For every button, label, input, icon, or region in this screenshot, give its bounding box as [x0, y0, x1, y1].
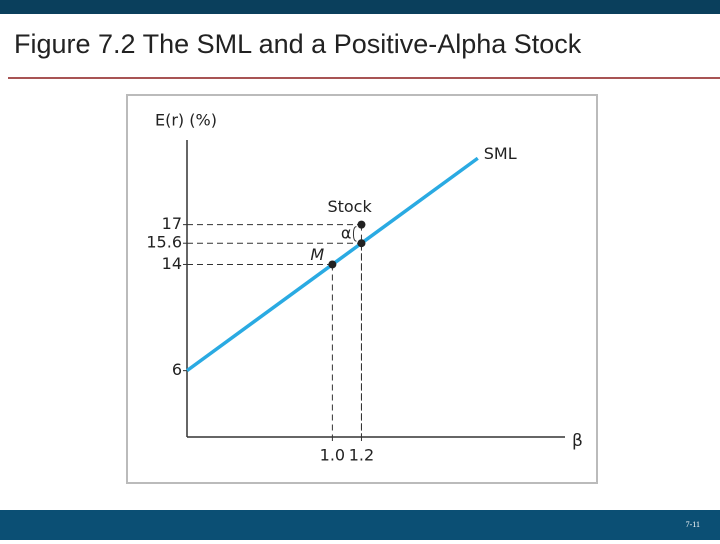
slide-title: Figure 7.2 The SML and a Positive-Alpha … [14, 29, 582, 59]
y-axis-label: E(r) (%) [155, 111, 217, 130]
y-tick-label: 15.6 [146, 233, 182, 252]
x-tick-label: 1.0 [320, 446, 345, 465]
alpha-bracket [352, 226, 357, 242]
y-tick-label: 6 [172, 360, 182, 379]
top-bar [0, 0, 720, 14]
figure-frame [126, 94, 598, 484]
y-tick-label: 14 [162, 254, 182, 273]
point [357, 220, 366, 229]
point [328, 260, 337, 269]
page-number: 7-11 [686, 520, 700, 529]
x-tick-label: 1.2 [349, 446, 374, 465]
point [357, 239, 366, 248]
point-label: Stock [327, 197, 372, 216]
series-label: SML [484, 144, 517, 163]
alpha-label: α [341, 223, 352, 242]
y-tick-label: 17 [162, 214, 182, 233]
point-label: M [310, 245, 324, 264]
bottom-bar [0, 510, 720, 540]
x-axis-label: β [572, 431, 583, 451]
